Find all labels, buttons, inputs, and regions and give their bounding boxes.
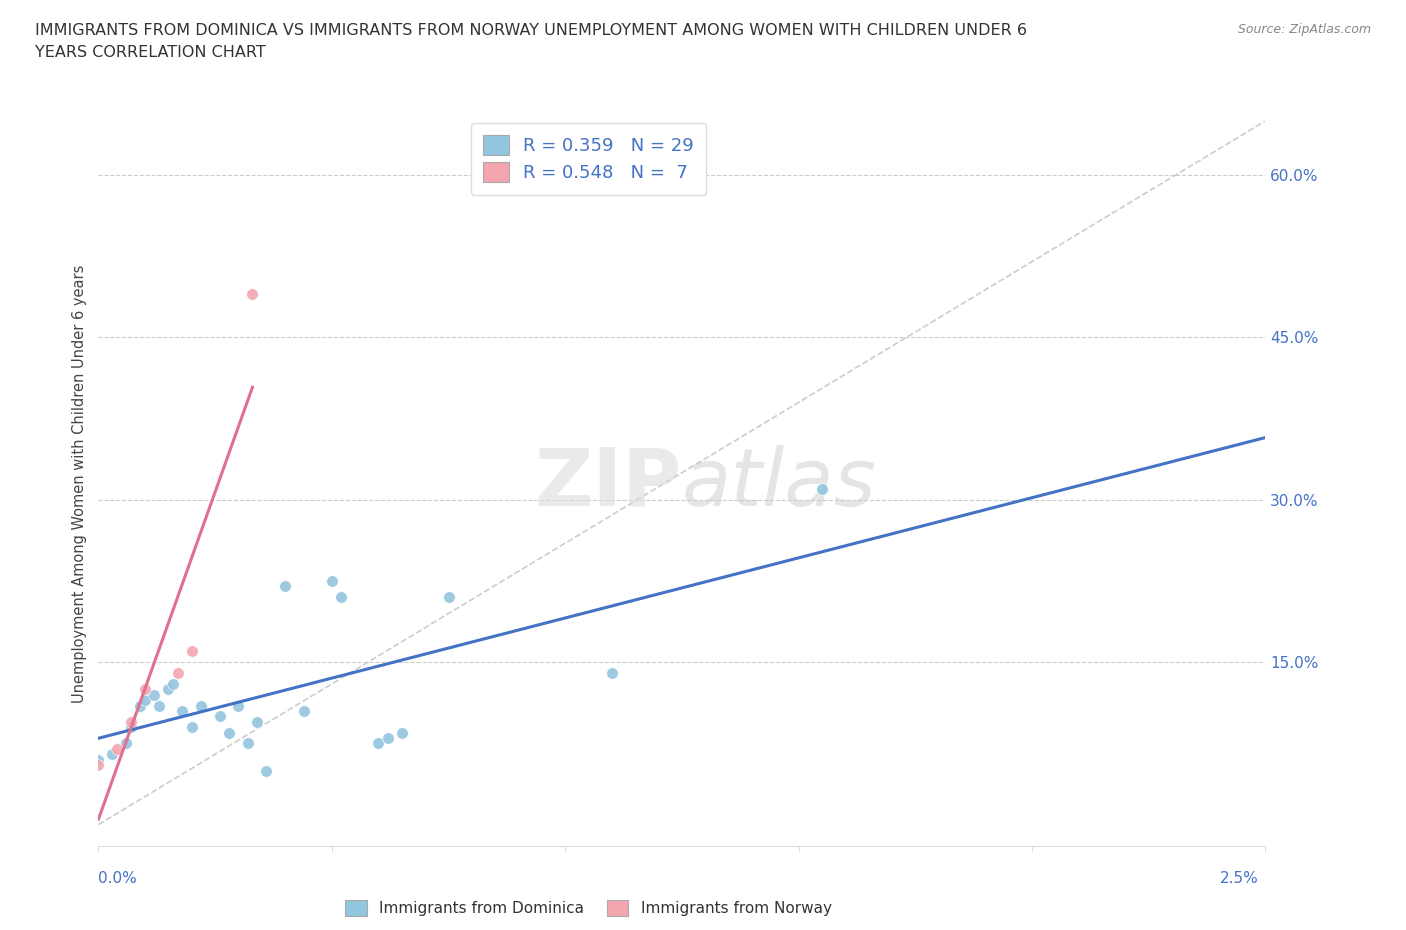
Point bbox=[120, 720, 142, 735]
Point bbox=[367, 736, 389, 751]
Point bbox=[274, 579, 297, 594]
Point bbox=[115, 736, 138, 751]
Text: 2.5%: 2.5% bbox=[1219, 871, 1258, 886]
Text: 0.0%: 0.0% bbox=[98, 871, 138, 886]
Point bbox=[600, 666, 623, 681]
Text: ZIP: ZIP bbox=[534, 445, 682, 523]
Point bbox=[228, 698, 250, 713]
Point bbox=[246, 714, 269, 729]
Point bbox=[162, 676, 184, 691]
Point bbox=[218, 725, 240, 740]
Point bbox=[105, 741, 128, 756]
Point bbox=[120, 714, 142, 729]
Point bbox=[391, 725, 413, 740]
Legend: Immigrants from Dominica, Immigrants from Norway: Immigrants from Dominica, Immigrants fro… bbox=[339, 894, 838, 922]
Text: YEARS CORRELATION CHART: YEARS CORRELATION CHART bbox=[35, 45, 266, 60]
Point bbox=[180, 720, 202, 735]
Point bbox=[242, 286, 264, 301]
Point bbox=[166, 666, 188, 681]
Point bbox=[143, 687, 166, 702]
Point bbox=[129, 698, 152, 713]
Point bbox=[321, 574, 343, 589]
Point bbox=[134, 682, 156, 697]
Point bbox=[172, 703, 194, 718]
Point bbox=[101, 747, 124, 762]
Point bbox=[190, 698, 212, 713]
Point bbox=[157, 682, 180, 697]
Point bbox=[256, 764, 278, 778]
Point bbox=[437, 590, 460, 604]
Text: atlas: atlas bbox=[682, 445, 877, 523]
Y-axis label: Unemployment Among Women with Children Under 6 years: Unemployment Among Women with Children U… bbox=[72, 264, 87, 703]
Point bbox=[377, 731, 399, 746]
Point bbox=[811, 482, 834, 497]
Point bbox=[180, 644, 202, 658]
Point bbox=[330, 590, 353, 604]
Point bbox=[148, 698, 170, 713]
Text: IMMIGRANTS FROM DOMINICA VS IMMIGRANTS FROM NORWAY UNEMPLOYMENT AMONG WOMEN WITH: IMMIGRANTS FROM DOMINICA VS IMMIGRANTS F… bbox=[35, 23, 1028, 38]
Point bbox=[292, 703, 315, 718]
Text: Source: ZipAtlas.com: Source: ZipAtlas.com bbox=[1237, 23, 1371, 36]
Point bbox=[134, 693, 156, 708]
Point bbox=[87, 752, 110, 767]
Point bbox=[236, 736, 259, 751]
Point bbox=[208, 709, 231, 724]
Point bbox=[87, 758, 110, 773]
